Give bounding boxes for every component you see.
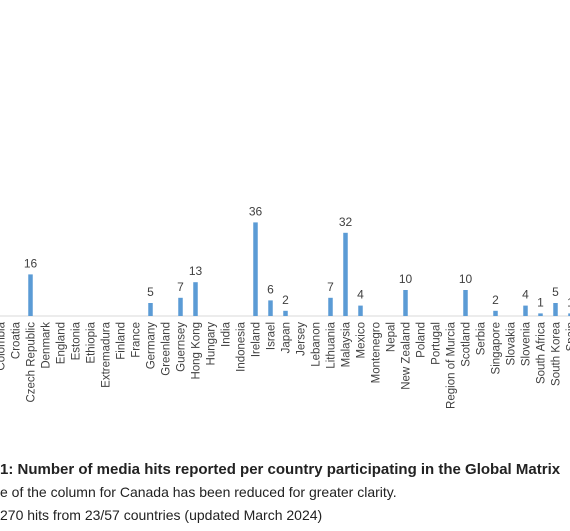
bar-japan [283, 310, 288, 316]
x-tick-label-estonia: Estonia [71, 321, 83, 360]
bar-guernsey [178, 297, 183, 316]
data-label-spain: 1 [567, 295, 570, 309]
x-tick-label-lithuania: Lithuania [326, 321, 338, 368]
x-tick-label-denmark: Denmark [41, 322, 53, 369]
x-tick-label-england: England [56, 322, 68, 364]
data-label-ireland: 36 [249, 204, 263, 218]
x-tick-label-finland: Finland [116, 322, 128, 360]
x-tick-label-france: France [131, 322, 143, 358]
bar-spain [568, 313, 570, 316]
bar-singapore [493, 310, 498, 316]
x-tick-label-serbia: Serbia [476, 321, 488, 355]
x-tick-label-mexico: Mexico [356, 322, 368, 358]
x-tick-label-czech-republic: Czech Republic [26, 322, 38, 403]
data-label-czech-republic: 16 [24, 256, 38, 270]
x-tick-label-scotland: Scotland [461, 322, 473, 367]
data-label-mexico: 4 [357, 288, 364, 302]
x-tick-label-extremadura: Extremadura [101, 321, 113, 387]
x-tick-label-portugal: Portugal [431, 322, 443, 365]
x-tick-labels-group: Colombia Croatia Czech Republic Denmark Engl… [0, 321, 570, 409]
figure-caption-summary: 270 hits from 23/57 countries (updated M… [0, 507, 323, 523]
bars-group [28, 222, 570, 316]
bar-hong-kong [193, 282, 198, 316]
x-tick-label-indonesia: Indonesia [236, 321, 248, 371]
data-label-south-korea: 5 [552, 285, 559, 299]
x-tick-label-germany: Germany [146, 322, 158, 370]
bar-chart: 16571336627324101024151 ColombiaCroatiaC… [0, 204, 570, 409]
x-tick-label-jersey: Jersey [296, 322, 308, 356]
figure-caption-title: 1: Number of media hits reported per cou… [0, 461, 561, 478]
x-tick-label-new-zealand: New Zealand [401, 322, 413, 390]
x-tick-label-malaysia: Malaysia [341, 321, 353, 367]
x-tick-label-hungary: Hungary [206, 322, 218, 366]
x-tick-label-guernsey: Guernsey [176, 322, 188, 372]
x-tick-label-india: India [221, 321, 233, 347]
bar-south-africa [538, 313, 543, 316]
x-tick-label-colombia: Colombia [0, 321, 8, 370]
data-label-germany: 5 [147, 285, 154, 299]
data-label-new-zealand: 10 [399, 272, 413, 286]
x-tick-label-lebanon: Lebanon [311, 322, 323, 367]
x-tick-label-south-korea: South Korea [551, 321, 563, 386]
data-label-guernsey: 7 [177, 280, 184, 294]
bar-germany [148, 303, 153, 316]
x-tick-label-hong-kong: Hong Kong [191, 322, 203, 380]
x-tick-label-region-of-murcia: Region of Murcia [446, 321, 458, 409]
data-label-hong-kong: 13 [189, 264, 203, 278]
x-tick-label-ireland: Ireland [251, 322, 263, 357]
x-tick-label-ethiopia: Ethiopia [86, 321, 98, 363]
bar-lithuania [328, 297, 333, 316]
data-label-lithuania: 7 [327, 280, 334, 294]
data-label-singapore: 2 [492, 293, 499, 307]
x-tick-label-south-africa: South Africa [536, 321, 548, 384]
x-tick-label-poland: Poland [416, 322, 428, 358]
data-label-malaysia: 32 [339, 215, 353, 229]
bar-czech-republic [28, 274, 33, 316]
data-label-japan: 2 [282, 293, 289, 307]
bar-slovenia [523, 305, 528, 316]
bar-new-zealand [403, 290, 408, 316]
x-tick-label-singapore: Singapore [491, 322, 503, 374]
data-label-south-africa: 1 [537, 295, 544, 309]
figure-caption-note: e of the column for Canada has been redu… [0, 484, 397, 500]
x-tick-label-israel: Israel [266, 322, 278, 350]
x-tick-label-spain: Spain [566, 322, 570, 351]
bar-ireland [253, 222, 258, 316]
bar-south-korea [553, 303, 558, 316]
data-label-scotland: 10 [459, 272, 473, 286]
x-tick-label-croatia: Croatia [11, 321, 23, 359]
data-label-israel: 6 [267, 282, 274, 296]
data-label-slovenia: 4 [522, 288, 529, 302]
x-tick-label-nepal: Nepal [386, 322, 398, 352]
x-tick-label-greenland: Greenland [161, 322, 173, 376]
data-labels-group: 16571336627324101024151 [24, 204, 570, 309]
x-tick-label-slovakia: Slovakia [506, 321, 518, 365]
bar-scotland [463, 290, 468, 316]
bar-malaysia [343, 232, 348, 316]
bar-israel [268, 300, 273, 316]
x-tick-label-japan: Japan [281, 322, 293, 353]
x-tick-label-montenegro: Montenegro [371, 322, 383, 383]
bar-mexico [358, 305, 363, 316]
x-tick-label-slovenia: Slovenia [521, 321, 533, 366]
